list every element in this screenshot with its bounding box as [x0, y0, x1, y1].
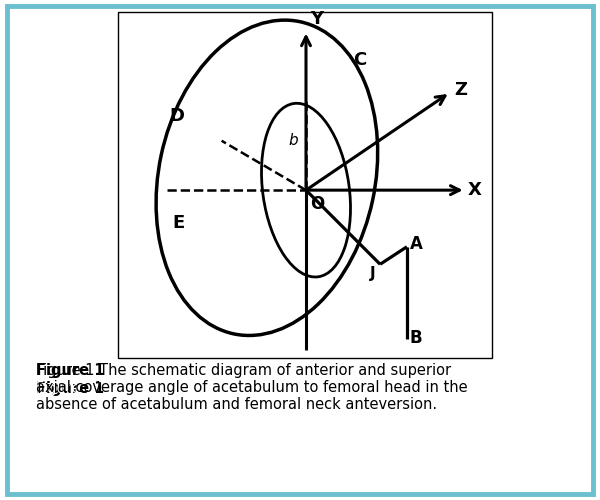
Text: Figure 1: Figure 1	[36, 380, 104, 396]
Text: Figure 1 The schematic diagram of anterior and superior
axial coverage angle of : Figure 1 The schematic diagram of anteri…	[36, 362, 467, 412]
Text: Figure 1 The schematic diagram of anterior and superior
axial coverage angle of : Figure 1 The schematic diagram of anteri…	[36, 380, 467, 430]
Text: b: b	[288, 133, 298, 148]
Text: X: X	[467, 181, 481, 199]
Text: D: D	[170, 107, 185, 125]
Text: Figure 1: Figure 1	[36, 362, 104, 378]
Text: Z: Z	[454, 82, 467, 100]
Text: A: A	[410, 234, 423, 252]
Text: Y: Y	[310, 10, 323, 28]
Text: E: E	[172, 214, 185, 232]
Text: J: J	[370, 266, 376, 281]
Text: O: O	[310, 196, 325, 214]
Text: B: B	[410, 330, 422, 347]
Text: C: C	[353, 50, 367, 68]
